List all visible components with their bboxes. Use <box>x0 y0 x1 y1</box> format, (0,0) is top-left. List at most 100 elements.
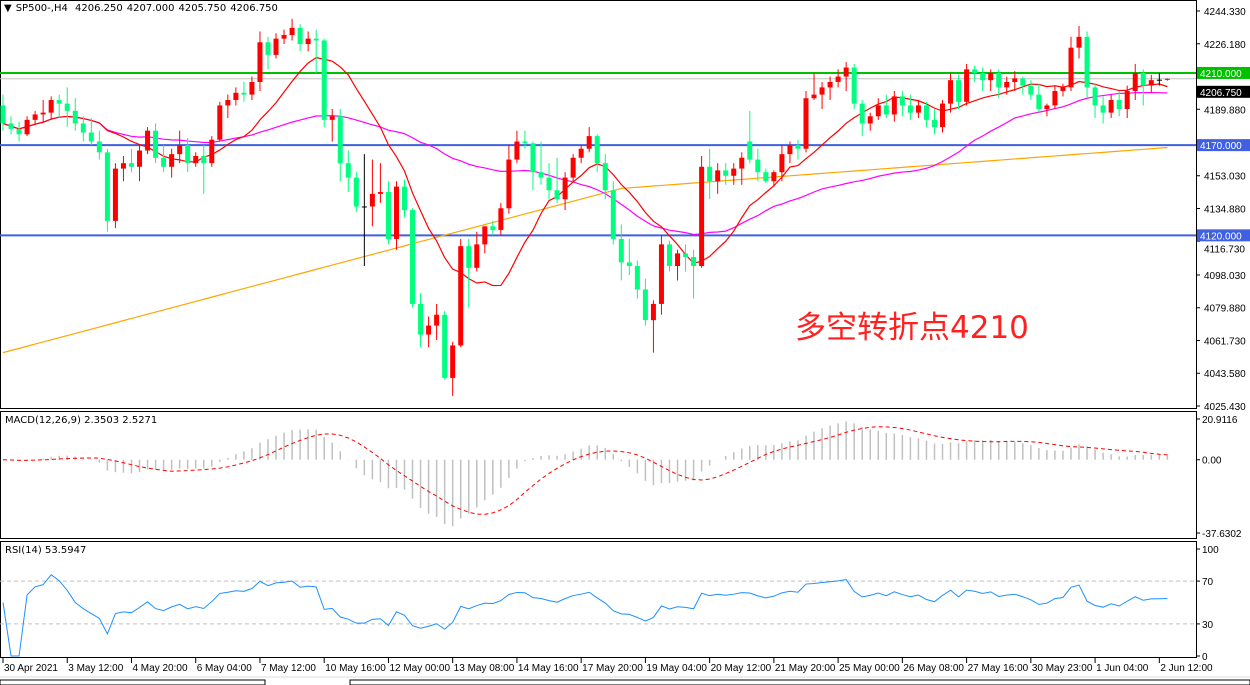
candle-body <box>948 80 954 104</box>
candle-body <box>683 253 689 258</box>
candle-body <box>64 103 70 111</box>
time-tick-label: 25 May 00:00 <box>839 663 900 674</box>
candle-body <box>1148 80 1154 86</box>
candle-body <box>474 244 480 268</box>
time-tick-label: 19 May 04:00 <box>646 663 707 674</box>
candle-body <box>217 105 223 140</box>
candle-body <box>642 289 648 321</box>
candle-body <box>442 314 448 378</box>
rsi-tick-label: 70 <box>1202 577 1214 588</box>
candle-body <box>369 193 375 207</box>
candle-body <box>819 87 825 95</box>
candle-body <box>940 103 946 128</box>
candle-body <box>1076 36 1082 48</box>
price-tick-label: 4244.330 <box>1204 7 1246 18</box>
candle-body <box>1124 90 1130 110</box>
candle-body <box>265 42 271 55</box>
symbol-label: SP500-,H4 <box>15 3 68 14</box>
candle-body <box>835 76 841 82</box>
candle-body <box>120 163 126 169</box>
time-tick-label: 30 Apr 2021 <box>4 663 58 674</box>
level-price-tag <box>1197 229 1250 242</box>
price-tick-label: 4061.730 <box>1204 336 1246 347</box>
candle-body <box>1068 47 1074 88</box>
candle-body <box>305 38 311 45</box>
candle-body <box>522 141 528 144</box>
candle-body <box>980 72 986 81</box>
candle-body <box>104 152 110 221</box>
open-value: 4206.250 <box>75 3 123 14</box>
candle-body <box>193 155 199 164</box>
candle-body <box>385 192 391 239</box>
candle-body <box>883 105 889 115</box>
candle-body <box>161 157 167 167</box>
candle-body <box>137 150 143 167</box>
candle-body <box>1100 105 1106 113</box>
price-tick-label: 4189.880 <box>1204 105 1246 116</box>
candle-body <box>723 170 729 176</box>
macd-tick-label: 0.00 <box>1202 456 1222 467</box>
candle-body <box>923 105 929 120</box>
candle-body <box>297 27 303 45</box>
candle-body <box>875 105 881 117</box>
candle-body <box>482 226 488 245</box>
candle-body <box>554 190 560 200</box>
candle-body <box>1020 78 1026 86</box>
ma-fast-line <box>2 56 1168 287</box>
time-tick-label: 3 May 12:00 <box>68 663 123 674</box>
collapse-triangle-icon[interactable]: ▼ <box>4 3 12 14</box>
candle-body <box>586 136 592 149</box>
macd-label: MACD(12,26,9) 2.3503 2.5271 <box>5 415 158 426</box>
level-price-tag <box>1197 66 1250 79</box>
candle-body <box>1132 72 1138 91</box>
candle-body <box>402 186 407 211</box>
time-tick-label: 13 May 08:00 <box>454 663 515 674</box>
candle-body <box>763 172 769 182</box>
candle-body <box>1060 87 1066 91</box>
candle-body <box>24 119 30 135</box>
candle-body <box>658 244 664 304</box>
candle-body <box>803 98 809 149</box>
candle-body <box>1012 78 1018 82</box>
candle-body <box>915 105 921 113</box>
candle-body <box>956 80 962 102</box>
candle-body <box>1084 36 1090 88</box>
time-tick-label: 4 May 20:00 <box>132 663 187 674</box>
candle-body <box>594 136 600 164</box>
candle-body <box>313 38 319 41</box>
candle-body <box>225 100 231 106</box>
price-tick-label: 4134.880 <box>1204 205 1246 216</box>
price-tick-label: 4098.030 <box>1204 271 1246 282</box>
candle-body <box>996 72 1002 88</box>
low-value: 4205.750 <box>178 3 227 14</box>
candle-body <box>329 116 335 120</box>
macd-signal-line <box>2 426 1168 515</box>
candle-body <box>96 141 102 153</box>
rsi-tick-label: 30 <box>1202 620 1214 631</box>
candle-body <box>602 163 608 191</box>
candle-body <box>1004 81 1010 88</box>
candle-body <box>426 325 432 335</box>
candle-body <box>128 163 134 167</box>
macd-pane-border <box>0 411 1197 539</box>
high-value: 4207.000 <box>126 3 175 14</box>
candle-body <box>1052 90 1058 106</box>
candle-body <box>731 168 737 176</box>
candle-body <box>0 105 6 124</box>
candle-body <box>715 170 721 182</box>
candle-body <box>699 166 705 267</box>
time-tick-label: 21 May 20:00 <box>775 663 836 674</box>
candle-body <box>88 132 94 142</box>
price-tick-label: 4226.180 <box>1204 40 1246 51</box>
candle-body <box>241 92 247 95</box>
candle-body <box>610 190 616 239</box>
candle-body <box>1092 87 1098 106</box>
price-tick-label: 4116.730 <box>1204 244 1245 255</box>
rsi-label: RSI(14) 53.5947 <box>5 545 87 556</box>
time-tick-label: 20 May 12:00 <box>711 663 772 674</box>
candle-body <box>964 69 970 102</box>
candle-body <box>755 159 761 173</box>
ma-slow-line <box>2 146 1168 354</box>
candle-body <box>153 130 159 158</box>
rsi-tick-label: 100 <box>1202 545 1219 556</box>
